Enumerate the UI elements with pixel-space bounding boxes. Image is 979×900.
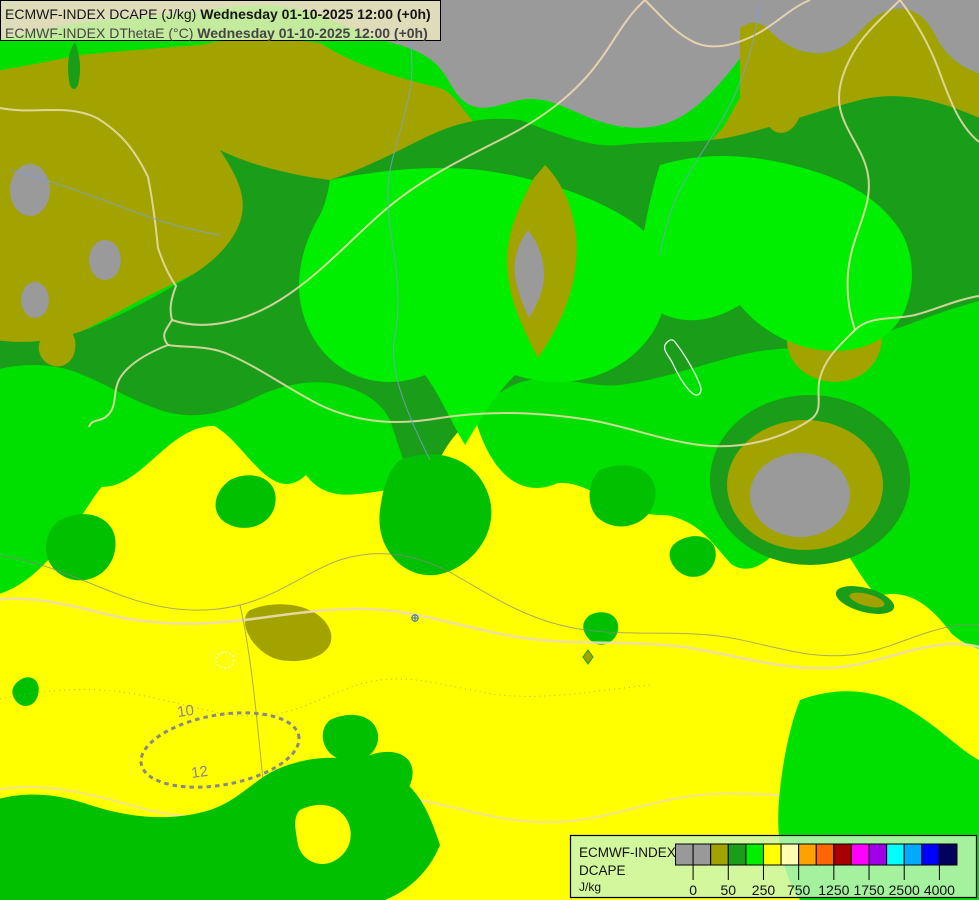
svg-text:10: 10 (176, 702, 195, 721)
svg-text:12: 12 (190, 763, 209, 782)
